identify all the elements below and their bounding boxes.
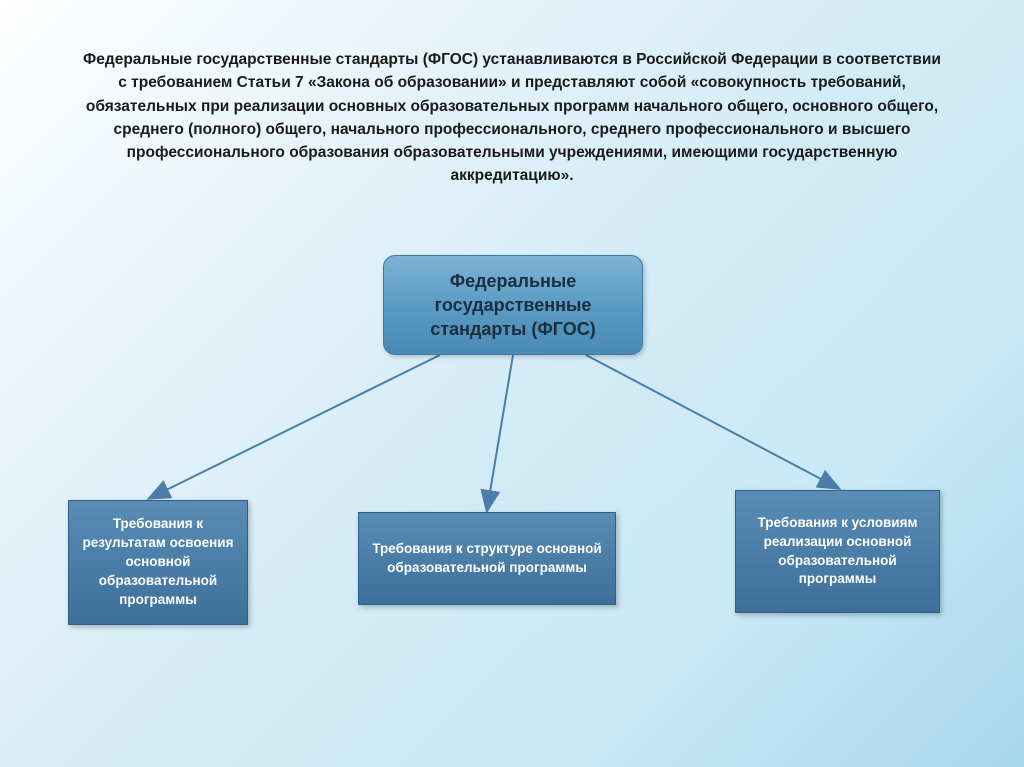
- child-node-2: Требования к структуре основной образова…: [358, 512, 616, 605]
- arrow-to-child-3: [586, 355, 838, 488]
- arrow-to-child-1: [150, 355, 440, 498]
- header-paragraph: Федеральные государственные стандарты (Ф…: [78, 48, 946, 188]
- child-node-3-label: Требования к условиям реализации основно…: [748, 514, 927, 590]
- root-node-label: Федеральные государственные стандарты (Ф…: [404, 269, 622, 342]
- arrow-to-child-2: [487, 355, 513, 510]
- child-node-1: Требования к результатам освоения основн…: [68, 500, 248, 625]
- child-node-3: Требования к условиям реализации основно…: [735, 490, 940, 613]
- child-node-1-label: Требования к результатам освоения основн…: [81, 515, 235, 609]
- child-node-2-label: Требования к структуре основной образова…: [371, 540, 603, 578]
- root-node: Федеральные государственные стандарты (Ф…: [383, 255, 643, 355]
